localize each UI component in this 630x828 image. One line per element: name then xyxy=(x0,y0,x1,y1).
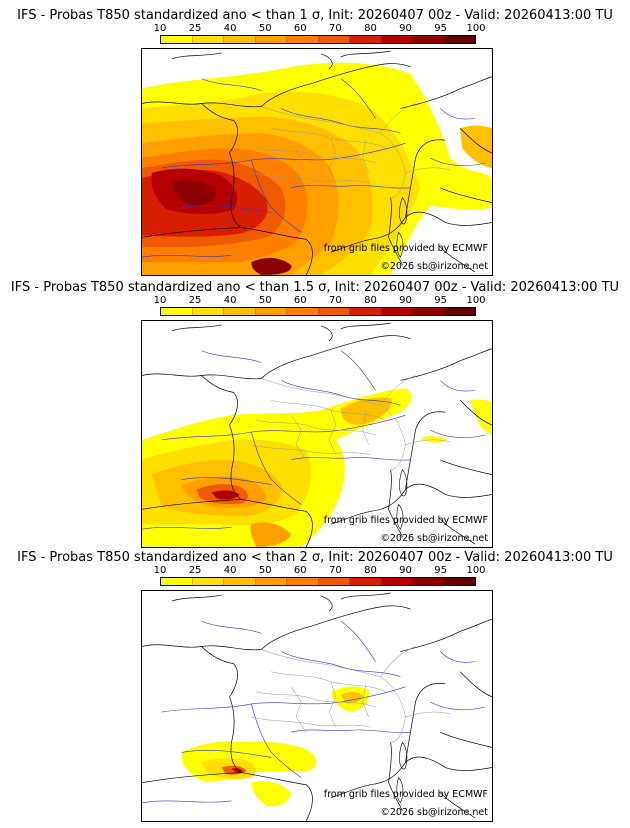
legend-swatch xyxy=(350,36,382,43)
legend-label: 90 xyxy=(399,23,412,34)
probability-fill xyxy=(181,686,370,807)
legend-label: 25 xyxy=(188,295,202,306)
legend-label: 95 xyxy=(434,23,447,34)
legend-labels: 10 25 40 50 60 70 80 90 95 100 xyxy=(154,295,486,306)
legend-colorbar xyxy=(160,307,476,316)
legend-swatch xyxy=(381,578,413,585)
panel-title: IFS - Probas T850 standardized ano < tha… xyxy=(17,550,613,565)
legend-swatch xyxy=(161,578,193,585)
legend-swatch xyxy=(192,36,224,43)
copyright: ©2026 sb@irizone.net xyxy=(380,261,488,272)
panel-1: IFS - Probas T850 standardized ano < tha… xyxy=(0,0,630,276)
legend-swatch xyxy=(413,578,445,585)
legend-label: 50 xyxy=(258,565,272,576)
legend-label: 50 xyxy=(258,23,272,34)
panel-2: IFS - Probas T850 standardized ano < tha… xyxy=(0,272,630,548)
probability-map: from grib files provided by ECMWF ©2026 … xyxy=(141,590,493,822)
legend-swatch xyxy=(350,308,382,315)
legend-label: 95 xyxy=(434,565,447,576)
map-graphic xyxy=(142,322,492,547)
legend-label: 40 xyxy=(223,295,237,306)
legend-label: 70 xyxy=(329,295,342,306)
legend-swatch xyxy=(192,578,224,585)
legend-label: 80 xyxy=(364,565,377,576)
legend-labels: 10 25 40 50 60 70 80 90 95 100 xyxy=(154,565,486,576)
legend-label: 60 xyxy=(293,295,307,306)
legend-swatch xyxy=(381,308,413,315)
legend-swatch xyxy=(444,578,475,585)
panel-title: IFS - Probas T850 standardized ano < tha… xyxy=(17,8,613,23)
legend-swatch xyxy=(413,36,445,43)
legend-swatch xyxy=(287,308,319,315)
legend-swatch xyxy=(161,36,193,43)
panel-3: IFS - Probas T850 standardized ano < tha… xyxy=(0,542,630,822)
legend-swatch xyxy=(444,308,475,315)
legend-swatch xyxy=(318,308,350,315)
legend-swatch xyxy=(287,36,319,43)
legend-label: 90 xyxy=(399,295,412,306)
probability-map: from grib files provided by ECMWF ©2026 … xyxy=(141,48,493,276)
legend-label: 100 xyxy=(466,295,486,306)
legend-swatch xyxy=(381,36,413,43)
data-credit: from grib files provided by ECMWF xyxy=(323,243,488,254)
legend-label: 25 xyxy=(188,23,202,34)
legend-label: 25 xyxy=(188,565,202,576)
legend-label: 10 xyxy=(153,565,167,576)
legend-swatch xyxy=(224,308,256,315)
legend-label: 70 xyxy=(329,23,342,34)
legend-label: 10 xyxy=(153,295,167,306)
data-credit: from grib files provided by ECMWF xyxy=(323,515,488,526)
legend-label: 60 xyxy=(293,565,307,576)
panel-title: IFS - Probas T850 standardized ano < tha… xyxy=(10,280,620,295)
legend-swatch xyxy=(318,36,350,43)
legend-swatch xyxy=(255,36,287,43)
legend-swatch xyxy=(255,308,287,315)
legend-swatch xyxy=(318,578,350,585)
legend-label: 10 xyxy=(153,23,167,34)
legend-swatch xyxy=(192,308,224,315)
legend-colorbar xyxy=(160,577,476,586)
legend-swatch xyxy=(224,578,256,585)
legend-swatch xyxy=(350,578,382,585)
legend-label: 50 xyxy=(258,295,272,306)
map-graphic xyxy=(142,592,492,821)
legend-swatch xyxy=(224,36,256,43)
legend-label: 90 xyxy=(399,565,412,576)
legend-swatch xyxy=(255,578,287,585)
legend-swatch xyxy=(413,308,445,315)
legend-swatch xyxy=(287,578,319,585)
legend-label: 100 xyxy=(466,565,486,576)
legend-swatch xyxy=(444,36,475,43)
legend-labels: 10 25 40 50 60 70 80 90 95 100 xyxy=(154,23,486,34)
legend-label: 100 xyxy=(466,23,486,34)
legend-label: 40 xyxy=(223,565,237,576)
copyright: ©2026 sb@irizone.net xyxy=(380,533,488,544)
data-credit: from grib files provided by ECMWF xyxy=(323,789,488,800)
legend-label: 80 xyxy=(364,23,377,34)
copyright: ©2026 sb@irizone.net xyxy=(380,807,488,818)
probability-map: from grib files provided by ECMWF ©2026 … xyxy=(141,320,493,548)
legend-label: 70 xyxy=(329,565,342,576)
legend-swatch xyxy=(161,308,193,315)
legend-label: 60 xyxy=(293,23,307,34)
legend-label: 40 xyxy=(223,23,237,34)
legend-label: 95 xyxy=(434,295,447,306)
map-graphic xyxy=(142,50,492,275)
probability-fill xyxy=(142,62,492,275)
legend-colorbar xyxy=(160,35,476,44)
legend-label: 80 xyxy=(364,295,377,306)
